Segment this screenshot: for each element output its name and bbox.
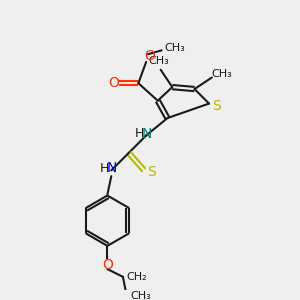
Text: O: O [145,49,155,63]
Text: N: N [107,161,117,176]
Text: O: O [102,258,113,272]
Text: H: H [135,127,144,140]
Text: O: O [108,76,119,90]
Text: H: H [100,162,109,175]
Text: CH₂: CH₂ [126,272,147,282]
Text: S: S [212,98,221,112]
Text: S: S [148,165,156,179]
Text: CH₃: CH₃ [165,44,185,53]
Text: CH₃: CH₃ [148,56,169,66]
Text: CH₃: CH₃ [130,291,151,300]
Text: N: N [142,127,152,141]
Text: CH₃: CH₃ [211,69,232,79]
